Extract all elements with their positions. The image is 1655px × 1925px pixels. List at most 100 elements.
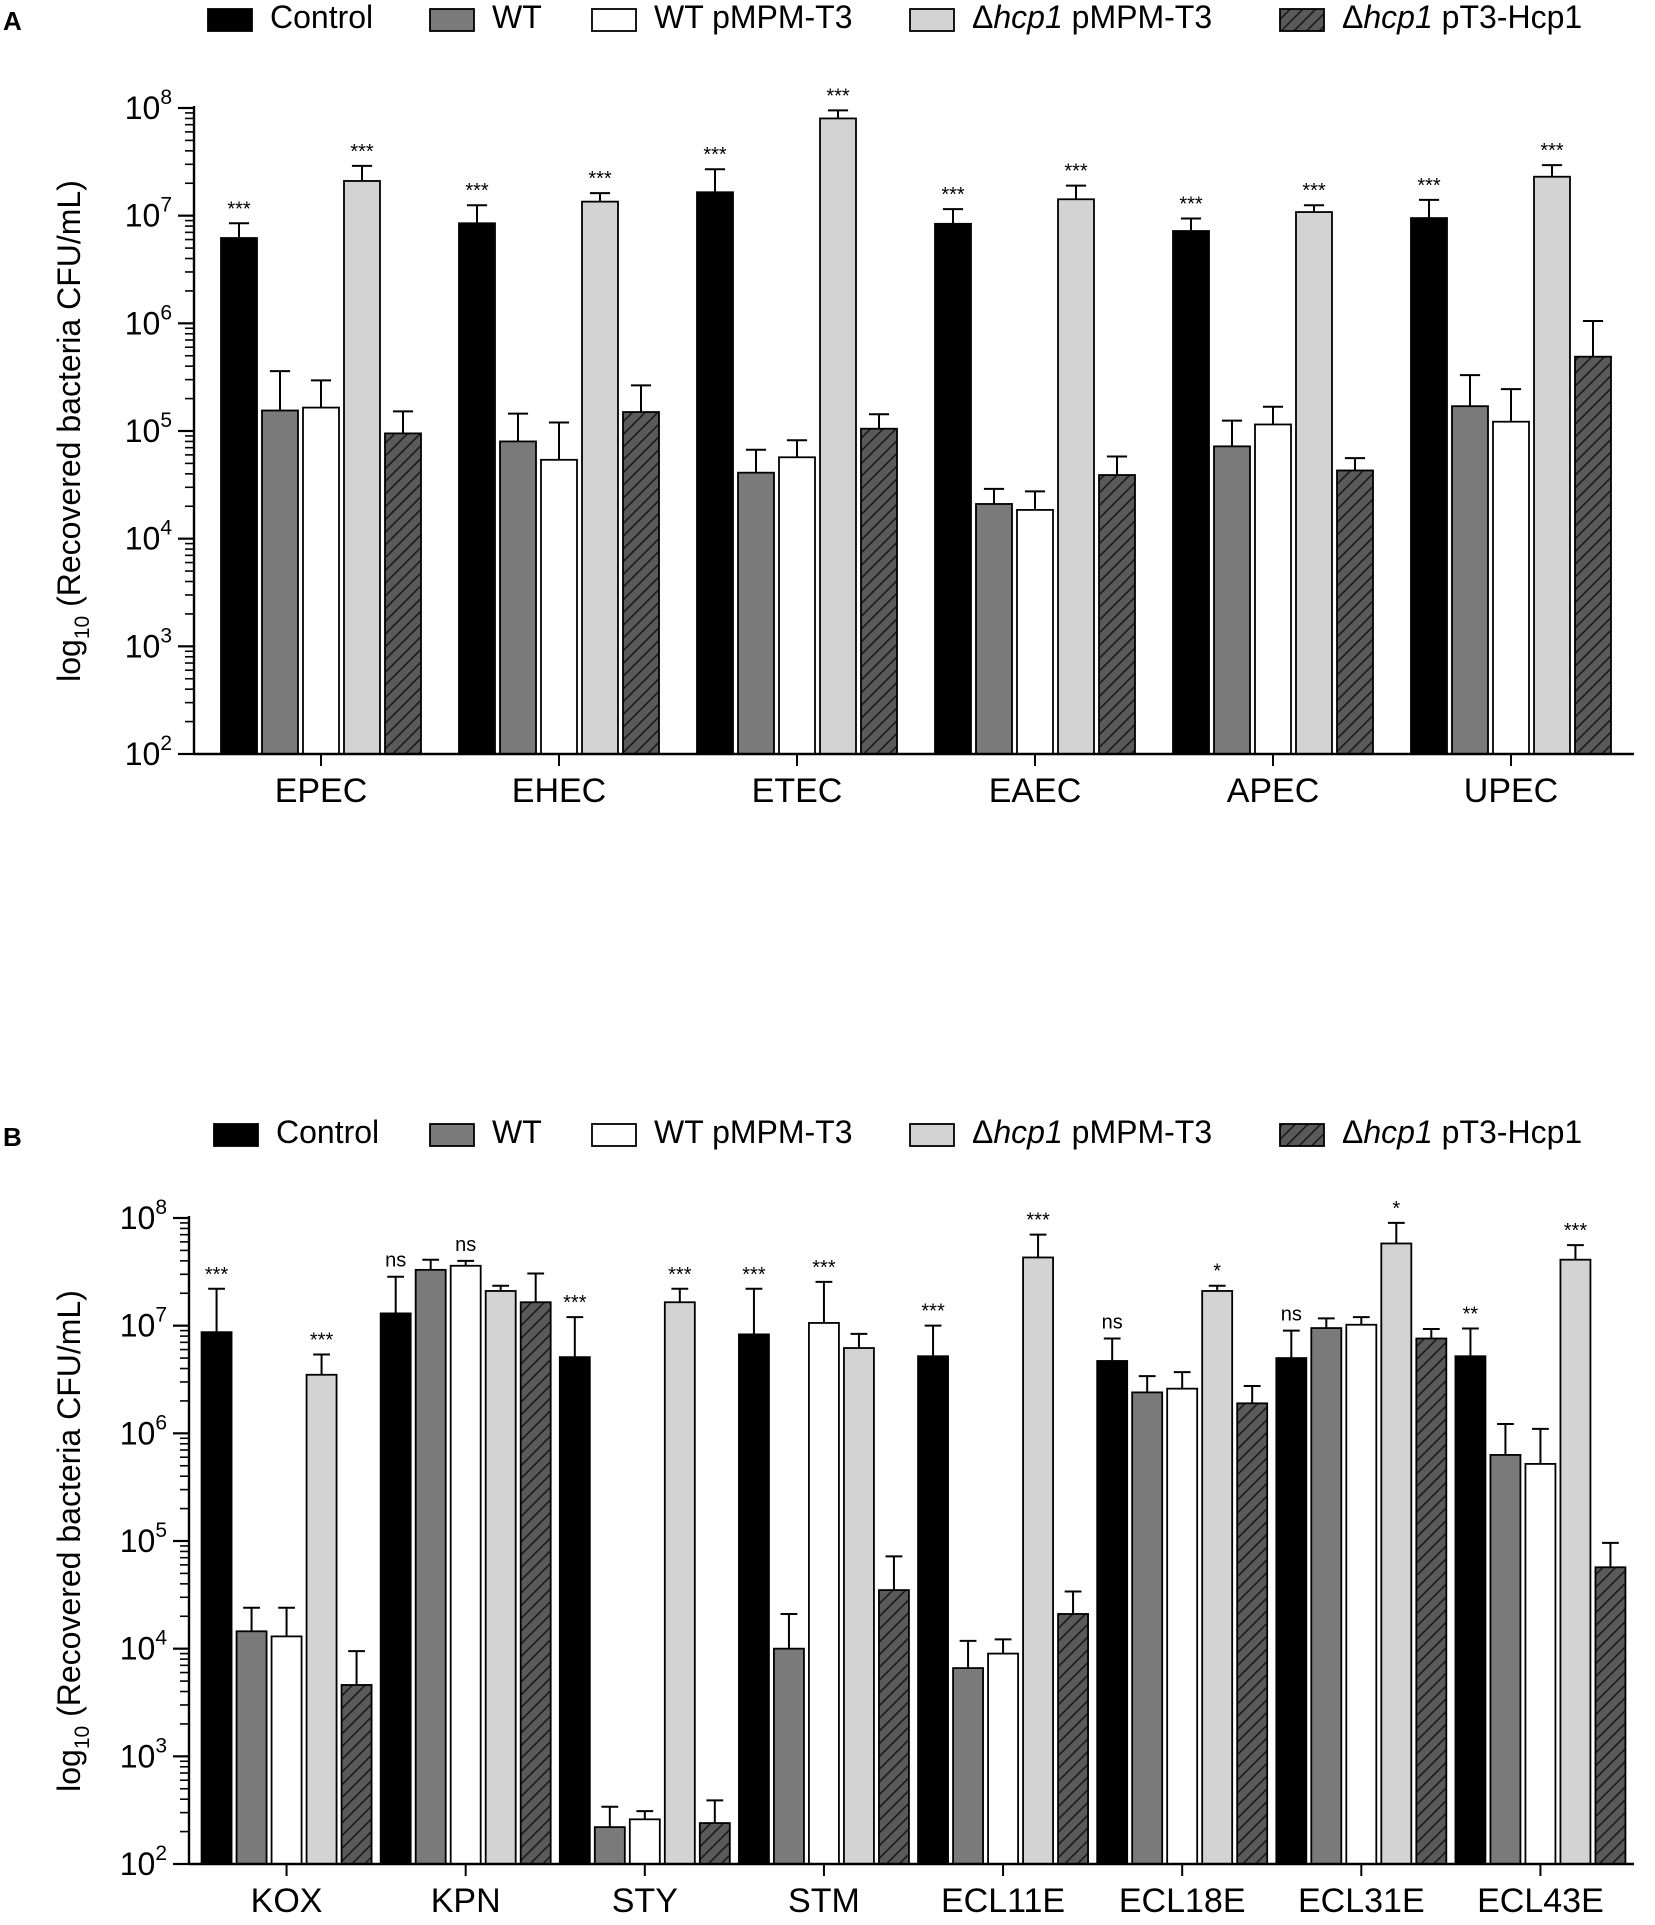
- significance-label: ***: [1179, 194, 1203, 216]
- x-tick-label-upec: UPEC: [1464, 772, 1558, 810]
- significance-label: ***: [668, 1264, 692, 1286]
- legend-swatch-dhcp1_pmpm: [909, 1123, 955, 1147]
- bar-wt-stm: [773, 1647, 805, 1865]
- legend-item-wt: WT: [429, 0, 542, 35]
- legend-label-dhcp1_pt3-suffix: pT3-Hcp1: [1433, 0, 1582, 35]
- significance-label: ***: [742, 1264, 766, 1286]
- y-tick-exponent: 4: [155, 1627, 167, 1650]
- bar-wt_pmpm-ecl31e: [1345, 1323, 1378, 1865]
- y-tick-exponent: 8: [160, 86, 172, 109]
- y-tick-exponent: 2: [155, 1842, 167, 1865]
- legend-label-dhcp1_pmpm-suffix: pMPM-T3: [1063, 1114, 1212, 1150]
- significance-label: ***: [227, 198, 251, 220]
- y-tick-exponent: 2: [160, 732, 172, 755]
- bars-a: [220, 109, 1612, 755]
- x-tick-label-kox: KOX: [251, 1882, 323, 1920]
- legend-label-dhcp1_pmpm: Δhcp1 pMPM-T3: [972, 0, 1212, 35]
- x-axis-labels-a: EPEC EHEC ETEC EAEC APEC UPEC: [275, 754, 1558, 810]
- y-tick-exponent: 3: [155, 1734, 167, 1757]
- panel-b-letter: B: [3, 1122, 22, 1152]
- bar-dhcp1_pt3-sty: [698, 1822, 731, 1865]
- bar-control-ecl31e: [1275, 1357, 1308, 1865]
- bar-control-ehec: [458, 222, 496, 755]
- legend-swatch-wt: [429, 8, 475, 32]
- significance-annotations-a: *** *** *** *** *** *** *** *** *** *** *** ***: [227, 85, 1564, 220]
- y-tick-base: 10: [125, 198, 161, 234]
- significance-label: ***: [465, 180, 489, 202]
- significance-label: ***: [1564, 1220, 1588, 1242]
- x-tick-label-apec: APEC: [1227, 772, 1320, 810]
- bar-control-kpn: [379, 1312, 412, 1865]
- y-axis-label-prefix: log: [51, 1749, 87, 1792]
- legend-label-wt_pmpm: WT pMPM-T3: [654, 1114, 853, 1150]
- y-tick-exponent: 6: [160, 301, 172, 324]
- legend-label-dhcp1_pmpm-italic: hcp1: [993, 0, 1062, 35]
- x-tick-label-sty: STY: [612, 1882, 678, 1920]
- legend-label-wt_pmpm: WT pMPM-T3: [654, 0, 853, 35]
- x-tick-label-kpn: KPN: [431, 1882, 501, 1920]
- axes-a: [192, 106, 1634, 756]
- bar-wt_pmpm-etec: [778, 456, 816, 755]
- bar-wt-sty: [593, 1826, 626, 1865]
- bar-dhcp1_pt3-ecl18e: [1236, 1402, 1269, 1865]
- y-axis-label-rest: (Recovered bacteria CFU/mL): [51, 180, 87, 616]
- y-axis-label-prefix: log: [51, 639, 87, 682]
- axes-b: [187, 1216, 1634, 1866]
- bar-dhcp1_pmpm-ecl18e: [1201, 1290, 1234, 1865]
- panel-a-letter: A: [3, 6, 22, 36]
- legend-swatch-dhcp1_pt3: [1279, 8, 1325, 32]
- y-axis-label-b: log10 (Recovered bacteria CFU/mL): [51, 1290, 94, 1792]
- y-tick-label: 107: [125, 194, 172, 234]
- legend-label-control-suffix: Control: [276, 1114, 379, 1150]
- legend-label-wt-suffix: WT: [492, 0, 542, 35]
- y-tick-base: 10: [125, 521, 161, 557]
- bar-wt_pmpm-eaec: [1016, 509, 1054, 755]
- bar-control-upec: [1410, 217, 1448, 755]
- y-tick-label: 105: [125, 409, 172, 449]
- bar-dhcp1_pt3-upec: [1574, 355, 1612, 755]
- y-axis-label-subscript: 10: [71, 616, 94, 639]
- x-tick-label-ecl18e: ECL18E: [1119, 1882, 1246, 1920]
- y-tick-label: 106: [125, 301, 172, 341]
- bar-dhcp1_pt3-ecl11e: [1057, 1613, 1089, 1865]
- bar-dhcp1_pmpm-ecl31e: [1380, 1242, 1413, 1865]
- x-tick-label-epec: EPEC: [275, 772, 368, 810]
- panel-a: A Control WT WT pMPM-T3 Δhcp1 pMPM-T3 Δhcp1 …: [3, 0, 1634, 810]
- bar-wt_pmpm-kox: [270, 1635, 303, 1865]
- bar-wt-ehec: [499, 440, 537, 755]
- bar-dhcp1_pt3-etec: [860, 427, 898, 755]
- significance-label: ***: [205, 1264, 229, 1286]
- y-tick-label: 108: [120, 1196, 167, 1236]
- bar-dhcp1_pmpm-eaec: [1057, 198, 1095, 755]
- bar-wt_pmpm-sty: [628, 1818, 661, 1865]
- bar-wt-kox: [235, 1630, 268, 1865]
- bar-wt-epec: [261, 409, 299, 755]
- significance-label: ***: [563, 1292, 587, 1314]
- y-tick-exponent: 4: [160, 517, 172, 540]
- significance-label: ***: [1064, 161, 1088, 183]
- y-tick-base: 10: [125, 628, 161, 664]
- bar-dhcp1_pt3-ehec: [622, 411, 660, 755]
- y-axis-label-rest: (Recovered bacteria CFU/mL): [51, 1290, 87, 1726]
- bar-wt_pmpm-epec: [302, 406, 340, 755]
- legend-label-dhcp1_pmpm-prefix: Δ: [972, 1114, 993, 1150]
- legend-item-dhcp1_pt3: Δhcp1 pT3-Hcp1: [1279, 0, 1582, 35]
- y-tick-exponent: 3: [160, 624, 172, 647]
- y-tick-base: 10: [120, 1523, 156, 1559]
- legend-label-control: Control: [270, 0, 373, 35]
- bar-wt_pmpm-stm: [808, 1322, 840, 1865]
- bar-control-apec: [1172, 230, 1210, 755]
- bar-wt-etec: [737, 471, 775, 755]
- significance-label: ***: [703, 144, 727, 166]
- y-tick-base: 10: [120, 1308, 156, 1344]
- y-tick-exponent: 7: [160, 194, 172, 217]
- legend-label-wt: WT: [492, 0, 542, 35]
- bar-wt-ecl11e: [952, 1667, 984, 1865]
- legend-label-wt_pmpm-suffix: WT pMPM-T3: [654, 0, 853, 35]
- legend-label-wt_pmpm-suffix: WT pMPM-T3: [654, 1114, 853, 1150]
- legend-item-wt_pmpm: WT pMPM-T3: [591, 0, 853, 35]
